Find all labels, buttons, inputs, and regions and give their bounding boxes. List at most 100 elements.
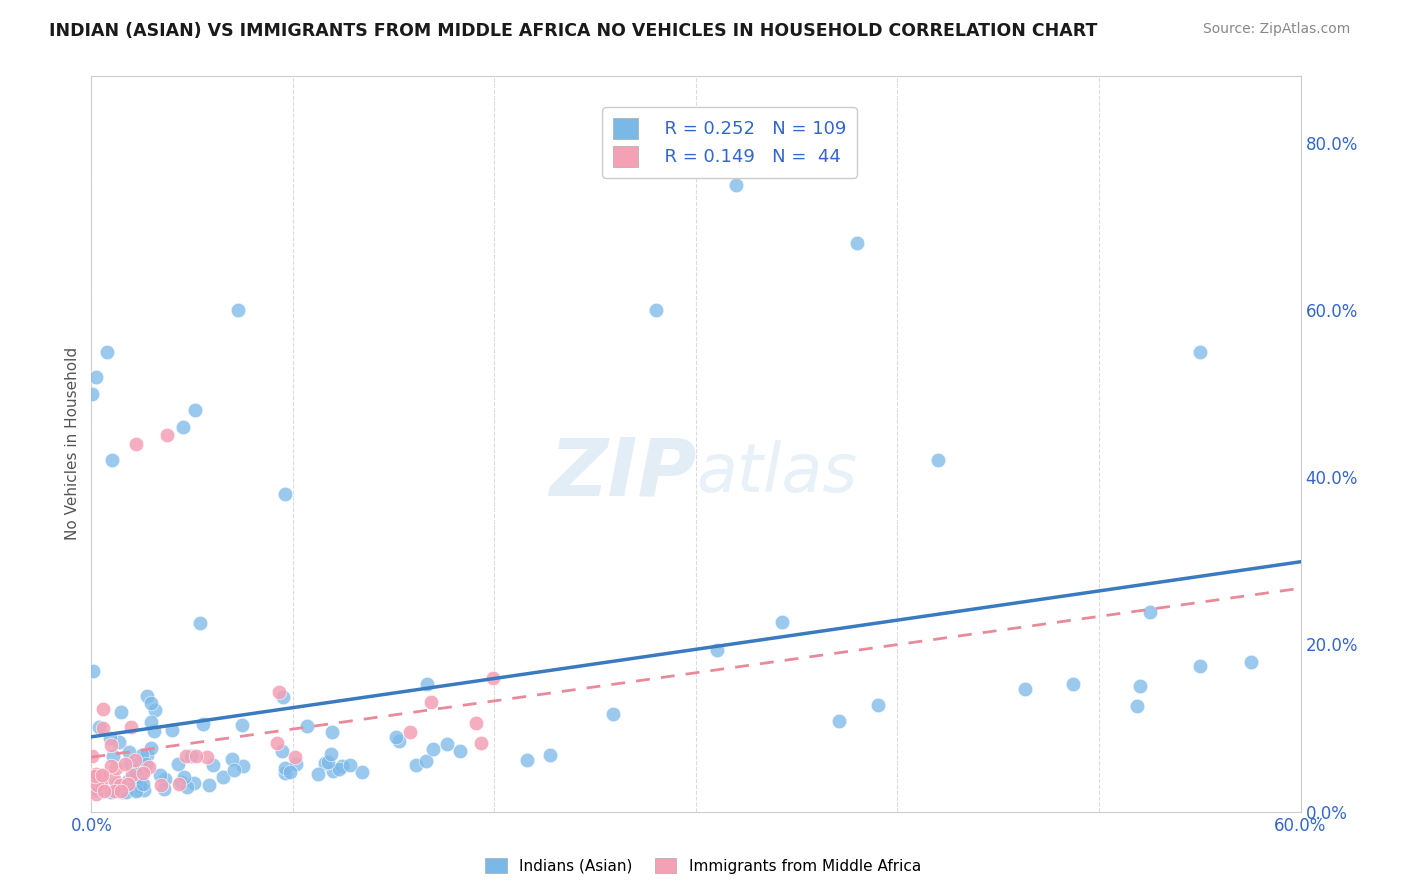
Point: [129, 779, 152, 793]
Point: [86, 778, 108, 792]
Point: [120, 720, 142, 734]
Point: [193, 717, 215, 731]
Point: [124, 753, 146, 767]
Point: [90, 769, 112, 783]
Point: [465, 716, 488, 731]
Point: [314, 756, 336, 770]
Point: [117, 774, 139, 789]
Point: [1240, 655, 1263, 669]
Point: [271, 690, 294, 704]
Point: [84, 767, 107, 781]
Point: [101, 749, 124, 764]
Point: [89, 720, 111, 734]
Point: [231, 718, 253, 732]
Point: [328, 762, 350, 776]
Point: [284, 749, 307, 764]
Point: [167, 777, 190, 791]
Point: [725, 178, 748, 192]
Point: [80, 768, 103, 782]
Point: [104, 761, 127, 775]
Point: [87, 769, 110, 783]
Point: [82, 665, 104, 679]
Point: [1139, 605, 1161, 619]
Point: [86, 783, 108, 797]
Point: [1129, 680, 1152, 694]
Point: [80, 386, 103, 401]
Point: [93, 702, 115, 716]
Point: [339, 757, 361, 772]
Point: [162, 723, 184, 737]
Point: [91, 767, 114, 781]
Point: [110, 784, 132, 798]
Point: [321, 747, 343, 761]
Point: [226, 302, 249, 317]
Point: [124, 764, 146, 779]
Point: [98, 731, 121, 746]
Point: [1062, 677, 1084, 691]
Point: [136, 689, 159, 703]
Point: [86, 781, 108, 796]
Point: [538, 748, 561, 763]
Point: [184, 403, 207, 417]
Point: [1125, 698, 1147, 713]
Point: [84, 770, 107, 784]
Point: [405, 757, 427, 772]
Point: [449, 744, 471, 758]
Point: [117, 777, 139, 791]
Point: [127, 782, 149, 797]
Point: [166, 756, 188, 771]
Point: [399, 725, 422, 739]
Point: [307, 767, 329, 781]
Point: [101, 453, 124, 467]
Point: [278, 765, 301, 780]
Point: [706, 643, 728, 657]
Point: [222, 763, 245, 777]
Point: [436, 737, 458, 751]
Point: [321, 725, 343, 739]
Text: Source: ZipAtlas.com: Source: ZipAtlas.com: [1202, 22, 1350, 37]
Point: [183, 775, 205, 789]
Point: [139, 741, 162, 756]
Point: [136, 747, 159, 762]
Point: [118, 756, 141, 771]
Point: [107, 784, 129, 798]
Point: [188, 615, 211, 630]
Point: [1188, 344, 1211, 359]
Point: [172, 420, 194, 434]
Point: [118, 745, 141, 759]
Point: [103, 784, 125, 798]
Point: [91, 721, 114, 735]
Point: [1189, 659, 1212, 673]
Point: [176, 780, 198, 794]
Point: [90, 768, 112, 782]
Point: [770, 615, 793, 629]
Point: [322, 764, 344, 778]
Point: [135, 757, 157, 772]
Point: [80, 770, 103, 784]
Point: [274, 761, 297, 775]
Point: [416, 677, 439, 691]
Point: [118, 779, 141, 793]
Point: [198, 778, 221, 792]
Point: [131, 747, 153, 762]
Point: [139, 696, 162, 710]
Text: INDIAN (ASIAN) VS IMMIGRANTS FROM MIDDLE AFRICA NO VEHICLES IN HOUSEHOLD CORRELA: INDIAN (ASIAN) VS IMMIGRANTS FROM MIDDLE…: [49, 22, 1098, 40]
Point: [385, 730, 408, 744]
Point: [516, 753, 538, 767]
Point: [138, 760, 160, 774]
Point: [169, 775, 191, 789]
Point: [124, 436, 146, 450]
Point: [115, 784, 138, 798]
Point: [481, 671, 503, 685]
Point: [470, 736, 492, 750]
Point: [90, 776, 112, 790]
Point: [132, 777, 155, 791]
Point: [274, 766, 297, 780]
Point: [602, 707, 624, 722]
Point: [211, 770, 233, 784]
Point: [202, 758, 225, 772]
Legend: Indians (Asian), Immigrants from Middle Africa: Indians (Asian), Immigrants from Middle …: [479, 852, 927, 880]
Point: [927, 453, 949, 467]
Point: [132, 783, 155, 797]
Point: [107, 735, 129, 749]
